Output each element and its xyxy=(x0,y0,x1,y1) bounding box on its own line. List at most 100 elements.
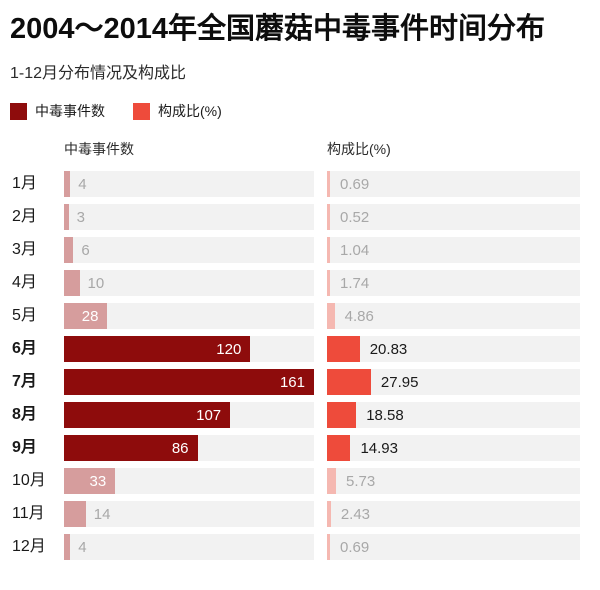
pct-value: 14.93 xyxy=(360,439,398,457)
count-track: 4 xyxy=(64,534,314,560)
pct-track: 0.69 xyxy=(327,171,580,197)
count-track: 10 xyxy=(64,270,314,296)
month-label: 1月 xyxy=(12,175,37,192)
pct-track: 27.95 xyxy=(327,369,580,395)
chart-row: 5月 28 4.86 xyxy=(10,303,590,329)
count-value: 161 xyxy=(279,373,305,391)
month-label: 12月 xyxy=(12,538,46,555)
count-track: 161 xyxy=(64,369,314,395)
month-label: 7月 xyxy=(12,373,37,390)
pct-value: 0.69 xyxy=(340,538,370,556)
month-label: 6月 xyxy=(12,340,37,357)
month-label: 11月 xyxy=(12,505,45,522)
pct-bar xyxy=(327,237,330,263)
chart-row: 4月 10 1.74 xyxy=(10,270,590,296)
count-value: 33 xyxy=(89,472,107,490)
pct-track: 5.73 xyxy=(327,468,580,494)
pct-value: 20.83 xyxy=(369,340,408,358)
count-track: 120 xyxy=(64,336,314,362)
count-bar: 107 xyxy=(64,402,231,428)
pct-bar xyxy=(327,336,360,362)
pct-value: 4.86 xyxy=(344,307,374,325)
count-bar xyxy=(64,171,71,197)
chart-row: 7月 161 27.95 xyxy=(10,369,590,395)
pct-bar xyxy=(327,435,351,461)
chart-row: 10月 33 5.73 xyxy=(10,468,590,494)
chart-title: 2004～2014年全国蘑菇中毒事件时间分布 xyxy=(10,13,546,45)
pct-track: 14.93 xyxy=(327,435,580,461)
count-bar xyxy=(64,237,74,263)
chart-row: 3月 6 1.04 xyxy=(10,237,590,263)
count-value: 120 xyxy=(216,340,242,358)
count-value: 14 xyxy=(93,505,111,523)
chart-row: 1月 4 0.69 xyxy=(10,171,590,197)
chart-card: 2004～2014年全国蘑菇中毒事件时间分布 1-12月分布情况及构成比 中毒事… xyxy=(0,12,600,560)
pct-bar xyxy=(327,501,331,527)
pct-bar xyxy=(327,270,330,296)
count-value: 3 xyxy=(76,208,85,226)
count-bar xyxy=(64,270,80,296)
pct-value: 0.52 xyxy=(340,208,370,226)
pct-bar xyxy=(327,369,371,395)
count-bar: 86 xyxy=(64,435,198,461)
pct-bar xyxy=(327,303,335,329)
legend-item-counts: 中毒事件数 xyxy=(10,101,105,121)
pct-track: 0.69 xyxy=(327,534,580,560)
pct-track: 1.74 xyxy=(327,270,580,296)
count-value: 4 xyxy=(78,538,87,556)
month-label: 9月 xyxy=(12,439,37,456)
month-label: 8月 xyxy=(12,406,37,423)
month-label: 3月 xyxy=(12,241,37,258)
count-value: 107 xyxy=(196,406,222,424)
count-track: 86 xyxy=(64,435,314,461)
chart-row: 12月 4 0.69 xyxy=(10,534,590,560)
month-label: 5月 xyxy=(12,307,37,324)
column-headers: 中毒事件数 构成比(%) xyxy=(10,141,590,158)
chart-row: 11月 14 2.43 xyxy=(10,501,590,527)
count-track: 107 xyxy=(64,402,314,428)
count-track: 28 xyxy=(64,303,314,329)
pct-value: 5.73 xyxy=(346,472,376,490)
count-bar: 28 xyxy=(64,303,108,329)
pct-bar xyxy=(327,171,330,197)
column-header-pct: 构成比(%) xyxy=(327,141,391,157)
legend-label-counts: 中毒事件数 xyxy=(35,103,105,119)
chart-row: 9月 86 14.93 xyxy=(10,435,590,461)
pct-bar xyxy=(327,204,330,230)
count-track: 6 xyxy=(64,237,314,263)
pct-value: 18.58 xyxy=(366,406,404,424)
pct-bar xyxy=(327,534,330,560)
column-header-counts: 中毒事件数 xyxy=(64,141,134,157)
pct-value: 0.69 xyxy=(340,175,370,193)
pct-value: 27.95 xyxy=(380,373,419,391)
pct-value: 1.04 xyxy=(340,241,370,259)
legend-item-pct: 构成比(%) xyxy=(133,101,222,121)
count-track: 14 xyxy=(64,501,314,527)
chart-row: 8月 107 18.58 xyxy=(10,402,590,428)
pct-track: 1.04 xyxy=(327,237,580,263)
pct-track: 18.58 xyxy=(327,402,580,428)
counts-swatch-icon xyxy=(10,102,27,120)
count-track: 3 xyxy=(64,204,314,230)
legend: 中毒事件数 构成比(%) xyxy=(10,102,590,120)
month-label: 10月 xyxy=(12,472,46,489)
count-value: 6 xyxy=(81,241,90,259)
pct-value: 2.43 xyxy=(340,505,371,523)
chart-row: 6月 120 20.83 xyxy=(10,336,590,362)
count-bar: 161 xyxy=(64,369,314,395)
pct-track: 0.52 xyxy=(327,204,580,230)
month-label: 4月 xyxy=(12,274,37,291)
count-value: 86 xyxy=(171,439,189,457)
count-value: 10 xyxy=(87,274,105,292)
count-value: 4 xyxy=(78,175,87,193)
count-bar xyxy=(64,534,71,560)
pct-bar xyxy=(327,468,336,494)
count-bar: 33 xyxy=(64,468,116,494)
pct-track: 2.43 xyxy=(327,501,580,527)
pct-swatch-icon xyxy=(133,102,150,120)
chart-row: 2月 3 0.52 xyxy=(10,204,590,230)
count-bar: 120 xyxy=(64,336,251,362)
chart-subtitle: 1-12月分布情况及构成比 xyxy=(10,65,187,82)
pct-bar xyxy=(327,402,357,428)
pct-track: 20.83 xyxy=(327,336,580,362)
